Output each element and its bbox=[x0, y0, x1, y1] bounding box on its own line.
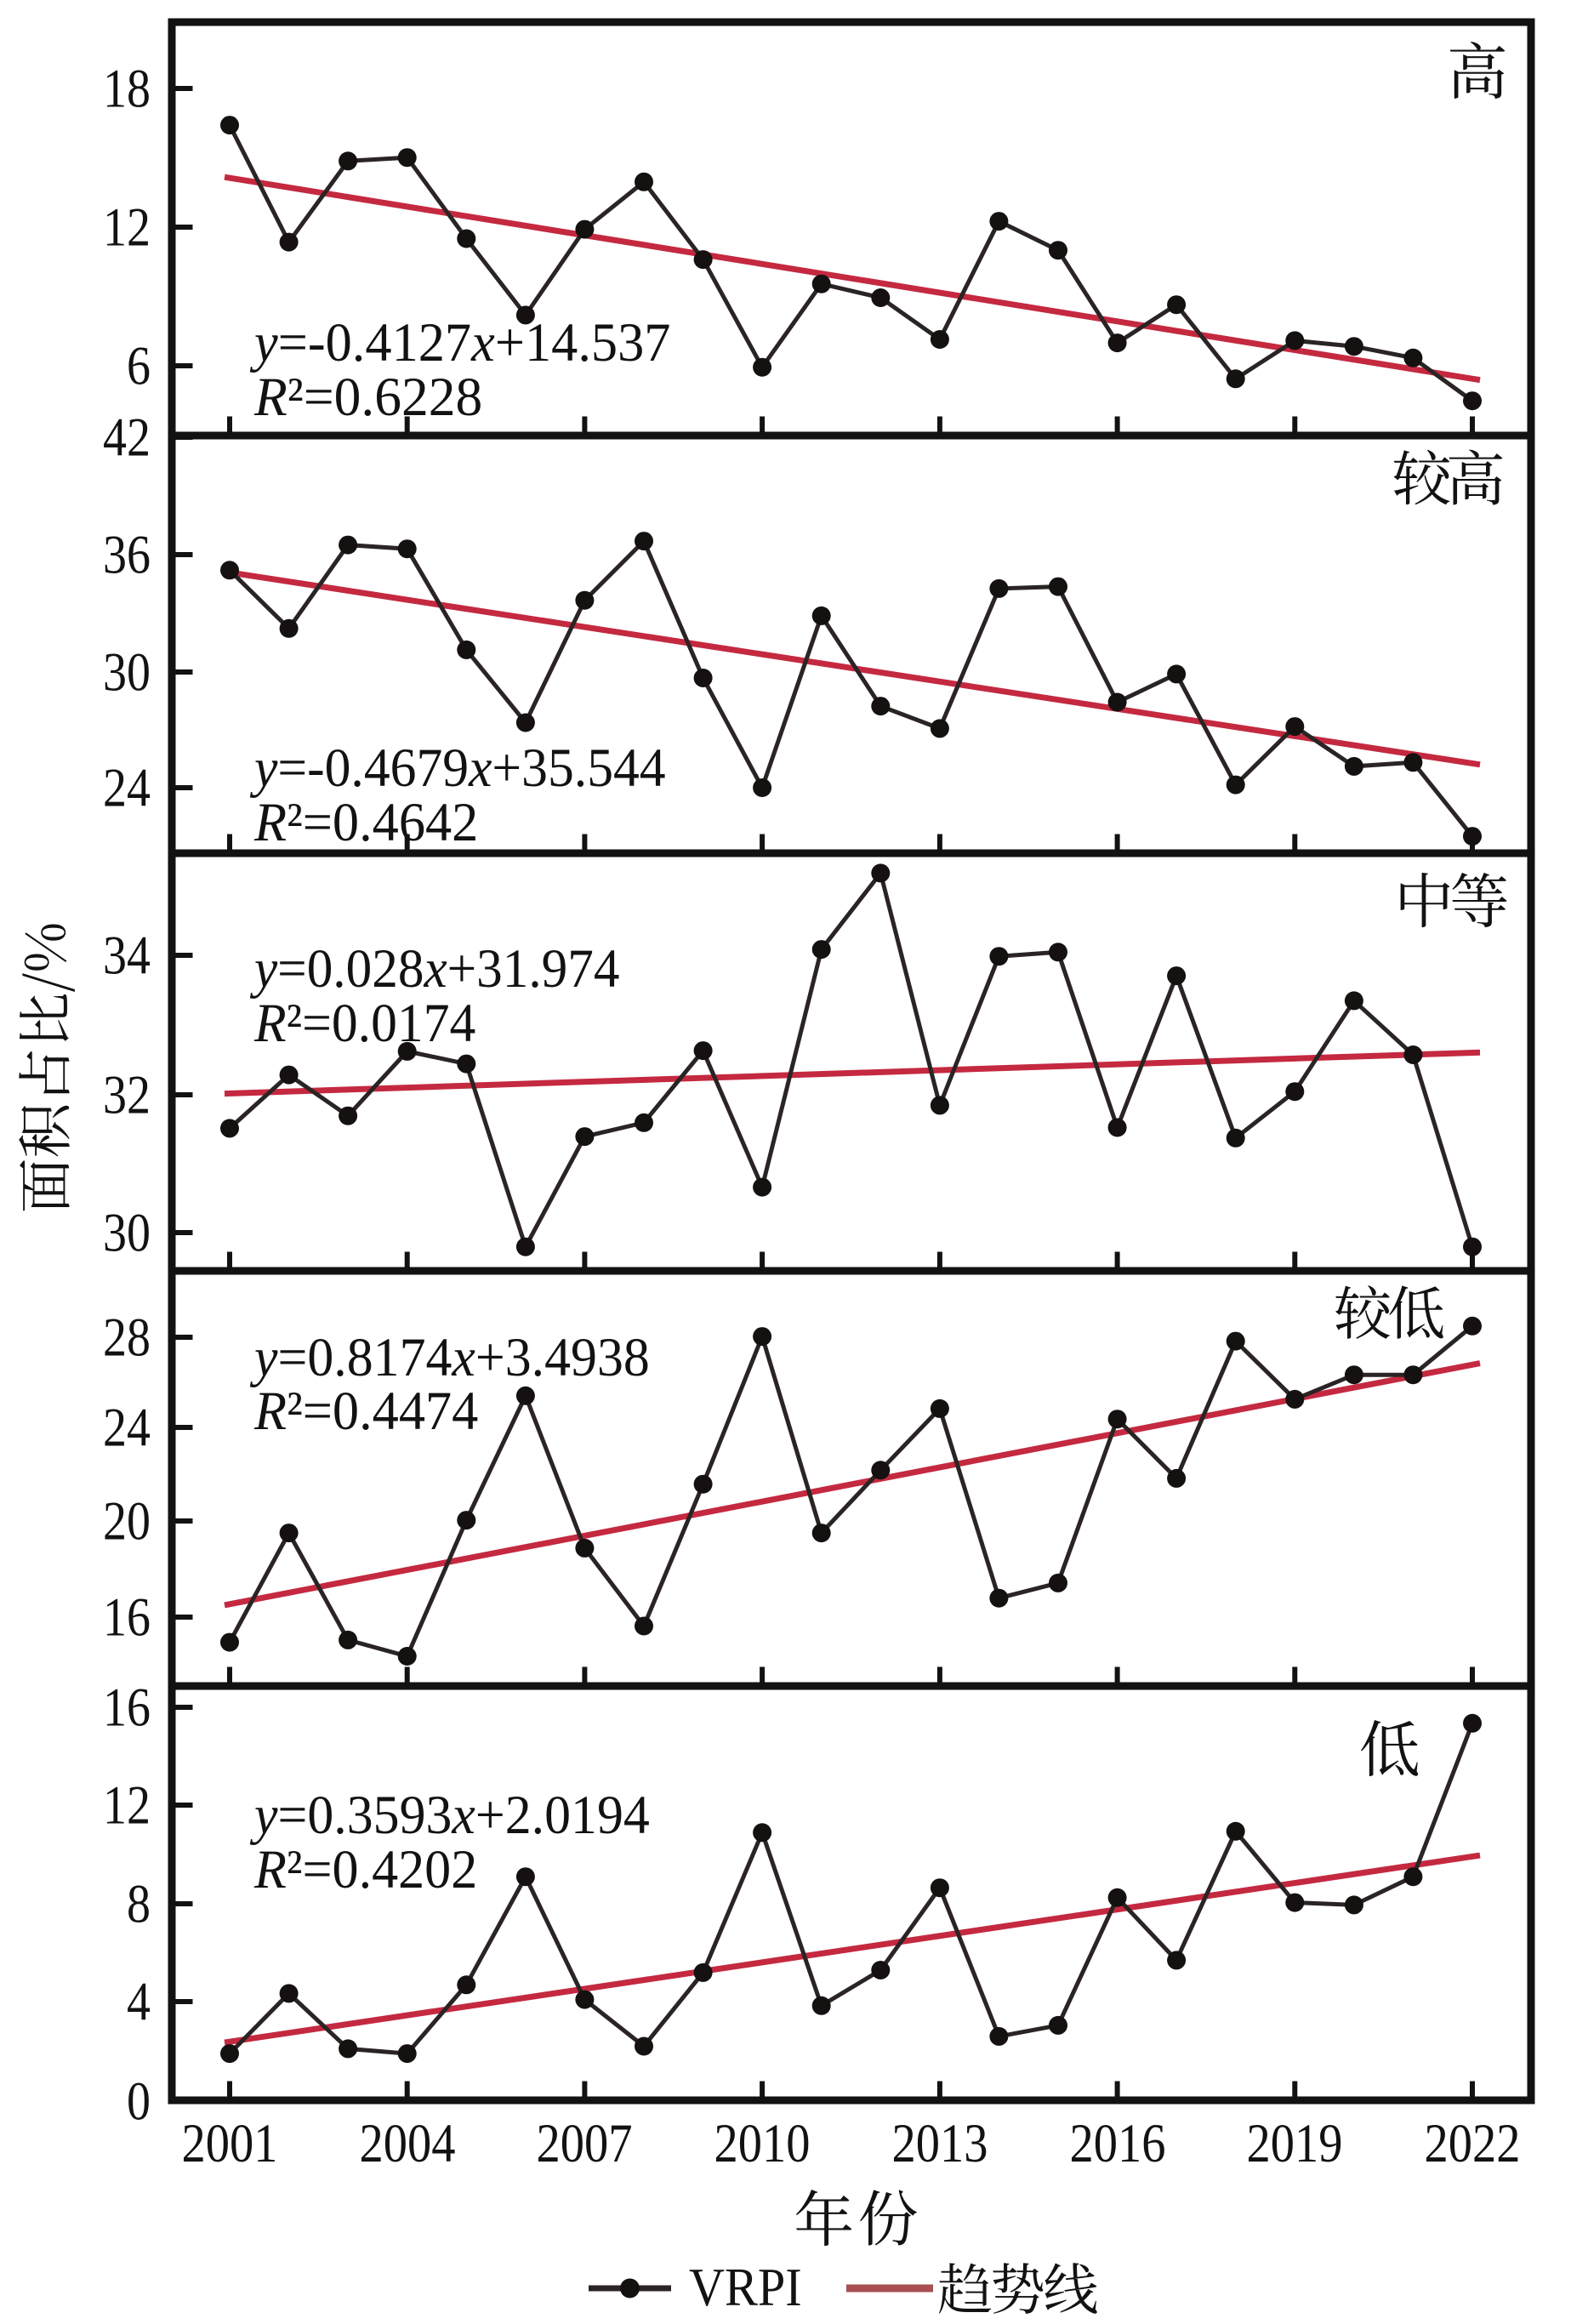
svg-text:16: 16 bbox=[103, 1677, 151, 1739]
svg-text:y=0.8174x+3.4938: y=0.8174x+3.4938 bbox=[249, 1326, 650, 1388]
svg-text:2004: 2004 bbox=[360, 2113, 456, 2174]
svg-text:30: 30 bbox=[103, 642, 151, 703]
svg-text:y=0.028x+31.974: y=0.028x+31.974 bbox=[249, 937, 619, 999]
svg-text:VRPI: VRPI bbox=[689, 2258, 802, 2318]
svg-text:0: 0 bbox=[127, 2071, 151, 2133]
svg-text:R²=0.4474: R²=0.4474 bbox=[253, 1380, 478, 1441]
svg-text:2010: 2010 bbox=[714, 2113, 811, 2174]
svg-text:R²=0.6228: R²=0.6228 bbox=[253, 366, 482, 427]
svg-text:y=-0.4679x+35.544: y=-0.4679x+35.544 bbox=[249, 738, 665, 799]
svg-text:28: 28 bbox=[103, 1307, 151, 1369]
svg-text:2016: 2016 bbox=[1070, 2113, 1166, 2174]
svg-text:2007: 2007 bbox=[537, 2113, 633, 2174]
svg-text:y=-0.4127x+14.537: y=-0.4127x+14.537 bbox=[249, 311, 670, 373]
svg-text:42: 42 bbox=[103, 407, 151, 469]
svg-text:32: 32 bbox=[103, 1065, 151, 1126]
svg-text:16: 16 bbox=[103, 1587, 151, 1649]
svg-text:2001: 2001 bbox=[182, 2113, 278, 2174]
svg-text:6: 6 bbox=[127, 336, 151, 397]
svg-text:4: 4 bbox=[127, 1972, 151, 2033]
svg-text:8: 8 bbox=[127, 1874, 151, 1935]
svg-text:12: 12 bbox=[103, 1775, 151, 1837]
svg-text:y=0.3593x+2.0194: y=0.3593x+2.0194 bbox=[249, 1784, 650, 1846]
svg-text:24: 24 bbox=[103, 1398, 151, 1459]
svg-text:24: 24 bbox=[103, 758, 151, 819]
svg-text:20: 20 bbox=[103, 1491, 151, 1552]
svg-text:2022: 2022 bbox=[1425, 2113, 1521, 2174]
svg-text:34: 34 bbox=[103, 926, 151, 987]
svg-text:36: 36 bbox=[103, 525, 151, 586]
svg-text:R²=0.0174: R²=0.0174 bbox=[253, 993, 475, 1054]
svg-text:R²=0.4202: R²=0.4202 bbox=[253, 1838, 477, 1900]
svg-text:2019: 2019 bbox=[1247, 2113, 1343, 2174]
svg-text:2013: 2013 bbox=[892, 2113, 988, 2174]
svg-text:12: 12 bbox=[103, 197, 151, 259]
svg-text:30: 30 bbox=[103, 1203, 151, 1264]
svg-text:R²=0.4642: R²=0.4642 bbox=[253, 791, 478, 852]
svg-text:18: 18 bbox=[103, 59, 151, 120]
